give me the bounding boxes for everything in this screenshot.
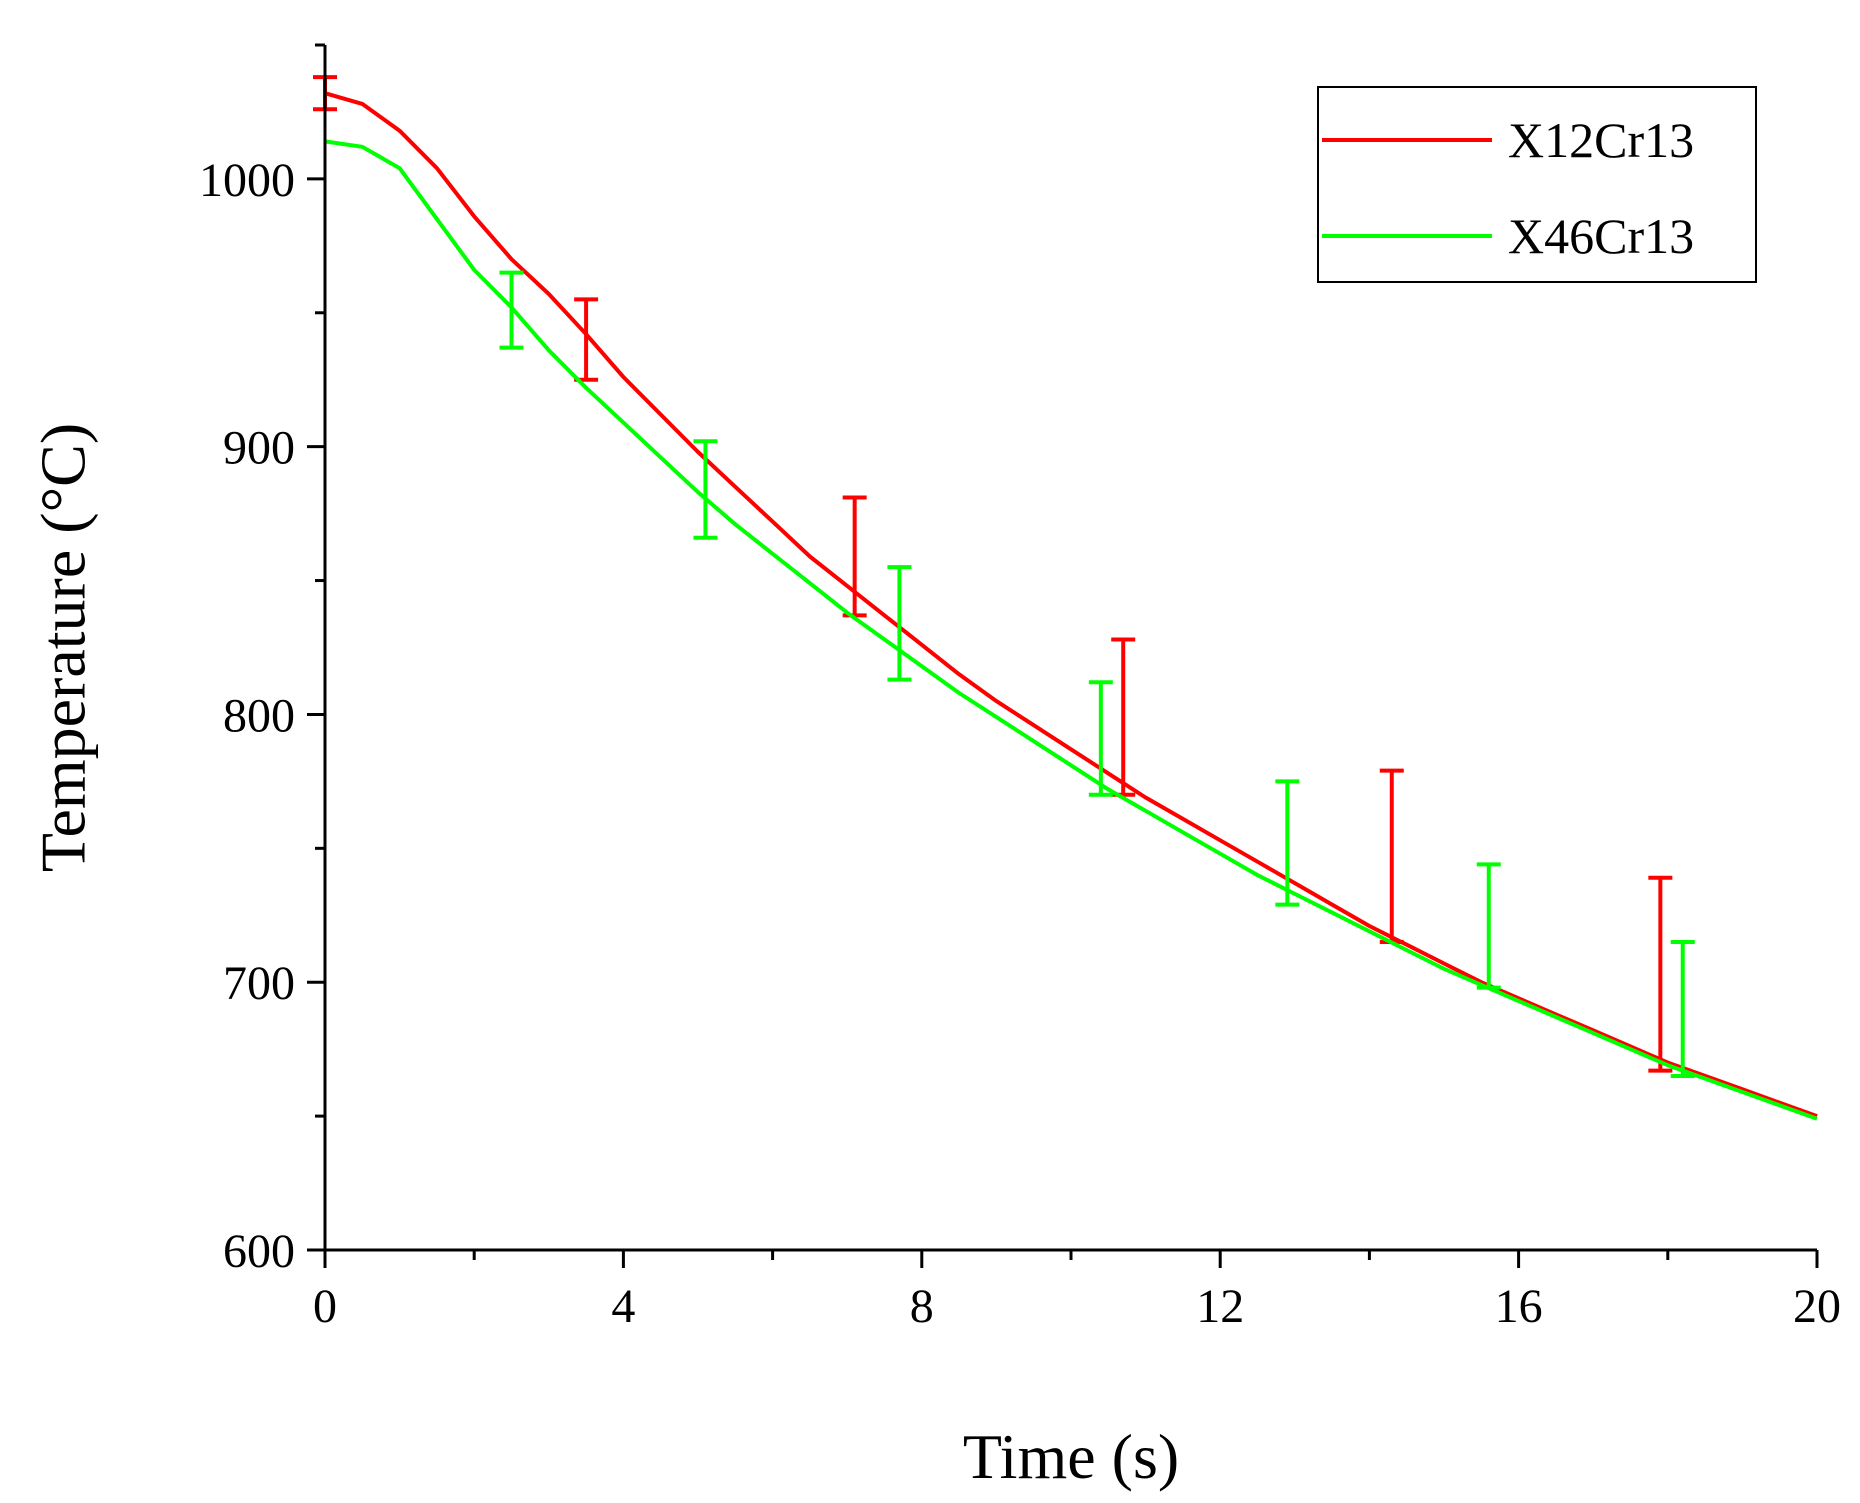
- y-tick-label: 1000: [199, 154, 295, 207]
- ticks-layer: 0 4 8 12 16 20 600 700 800 900 1000: [199, 43, 1841, 1333]
- series-line-x46cr13: [324, 139, 1818, 1121]
- error-bar-x12cr13: [574, 297, 599, 382]
- x-tick-label: 20: [1793, 1280, 1841, 1333]
- y-tick-label: 900: [223, 422, 295, 475]
- error-bar-x12cr13: [1379, 768, 1404, 945]
- error-bar-x12cr13: [1111, 637, 1136, 797]
- legend-label-x12cr13: X12Cr13: [1508, 112, 1694, 168]
- legend-label-x46cr13: X46Cr13: [1508, 208, 1694, 264]
- x-axis-title: Time (s): [963, 1421, 1179, 1492]
- series-line-x12cr13: [324, 91, 1818, 1118]
- y-axis-title: Temperature (°C): [28, 423, 99, 872]
- error-bar-x46cr13: [1088, 680, 1113, 797]
- error-bar-x46cr13: [1476, 862, 1501, 990]
- x-tick-label: 8: [910, 1280, 934, 1333]
- y-tick-label: 600: [223, 1225, 295, 1278]
- series-layer: [313, 75, 1818, 1121]
- x-tick-label: 16: [1495, 1280, 1543, 1333]
- x-tick-label: 4: [611, 1280, 635, 1333]
- legend-box: [1317, 86, 1757, 283]
- error-bar-x46cr13: [887, 565, 912, 682]
- error-bar-x46cr13: [1275, 779, 1300, 907]
- x-tick-label: 12: [1196, 1280, 1244, 1333]
- y-tick-label: 800: [223, 689, 295, 742]
- x-tick-label: 0: [313, 1280, 337, 1333]
- error-bar-x12cr13: [842, 495, 867, 618]
- error-bar-x46cr13: [693, 439, 718, 540]
- error-bar-x46cr13: [1670, 940, 1695, 1078]
- legend: X12Cr13 X46Cr13: [1317, 86, 1757, 283]
- y-tick-label: 700: [223, 957, 295, 1010]
- error-bar-x12cr13: [1648, 875, 1673, 1073]
- error-bar-x46cr13: [499, 270, 524, 350]
